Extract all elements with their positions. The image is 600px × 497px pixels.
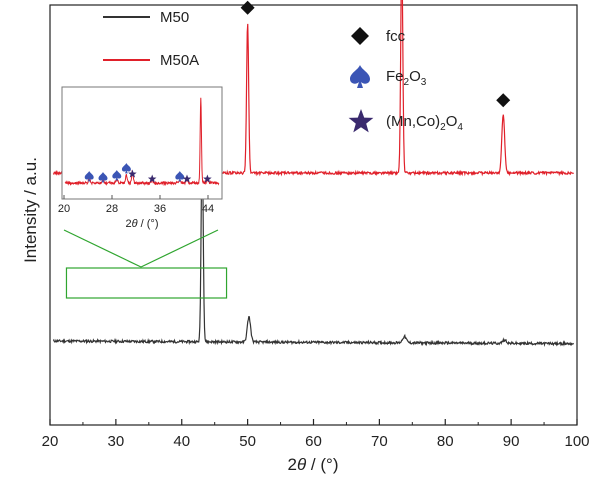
phase-legend: fcc Fe2O3 (Mn,Co)2O4 (348, 27, 463, 133)
mnco2o4-star-icon (348, 109, 374, 133)
x-tick-label: 90 (503, 433, 520, 450)
inset-tick-label: 28 (106, 203, 118, 215)
fcc-markers (194, 0, 511, 116)
inset-spade-marker (84, 171, 94, 182)
inset-tick-label: 36 (154, 203, 166, 215)
x-axis-label-suffix: / (°) (306, 455, 338, 474)
inset: 20 28 36 44 2θ / (°) (58, 86, 223, 230)
inset-x-label-theta: θ (132, 218, 138, 230)
mnco2o4-sub1: 2 (440, 122, 446, 133)
phase-label-mnco2o4: (Mn,Co)2O4 (386, 113, 463, 133)
x-ticks: 20 30 40 50 60 70 80 90 100 (42, 419, 590, 450)
inset-series-line (64, 97, 220, 187)
inset-star-marker (147, 174, 157, 183)
fe2o3-sub2: 3 (421, 77, 427, 88)
inset-spade-marker (98, 172, 108, 183)
zoom-indicator (63, 229, 228, 299)
fcc-marker (496, 93, 511, 108)
series-legend: M50 M50A (103, 9, 199, 69)
inset-x-label-suffix: / (°) (138, 218, 159, 230)
mnco2o4-sub2: 4 (457, 122, 463, 133)
inset-spade-marker (112, 170, 122, 181)
fe2o3-mid: O (409, 68, 421, 85)
fe2o3-main: Fe (386, 68, 404, 85)
inset-x-axis-label: 2θ / (°) (126, 218, 159, 230)
inset-spade-marker (121, 163, 131, 174)
phase-label-fe2o3: Fe2O3 (386, 68, 427, 88)
fcc-marker (240, 0, 255, 15)
inset-spade-marker (175, 171, 185, 182)
inset-star-marker (203, 174, 212, 183)
x-tick-label: 100 (564, 433, 589, 450)
x-tick-label: 70 (371, 433, 388, 450)
inset-tick-label: 44 (202, 203, 214, 215)
x-tick-label: 60 (305, 433, 322, 450)
x-tick-label: 30 (108, 433, 125, 450)
mnco2o4-mid: O (446, 113, 458, 130)
y-axis-label: Intensity / a.u. (21, 157, 40, 263)
legend-label-m50: M50 (160, 9, 189, 26)
phase-label-fcc: fcc (386, 28, 406, 45)
inset-star-marker (128, 169, 137, 178)
zoom-line-right (140, 229, 219, 268)
inset-x-label-prefix: 2 (126, 218, 132, 230)
mnco2o4-main: (Mn,Co) (386, 113, 440, 130)
zoom-line-left (63, 229, 142, 268)
x-axis-label-prefix: 2 (288, 455, 297, 474)
inset-tick-label: 20 (58, 203, 70, 215)
fe2o3-sub1: 2 (404, 77, 410, 88)
zoom-box (65, 267, 228, 299)
fe2o3-spade-icon (350, 65, 370, 88)
x-axis-label-theta: θ (297, 455, 307, 474)
x-tick-label: 50 (239, 433, 256, 450)
x-tick-label: 20 (42, 433, 59, 450)
x-axis-label: 2θ / (°) (288, 455, 339, 474)
series-line-m50 (52, 145, 574, 347)
inset-content (64, 97, 220, 187)
inset-star-marker (182, 174, 192, 183)
x-tick-label: 40 (173, 433, 190, 450)
fcc-diamond-icon (351, 27, 369, 45)
inset-ticks: 20 28 36 44 (58, 195, 214, 215)
x-tick-label: 80 (437, 433, 454, 450)
plot-frame (49, 4, 578, 426)
legend-label-m50a: M50A (160, 52, 199, 69)
